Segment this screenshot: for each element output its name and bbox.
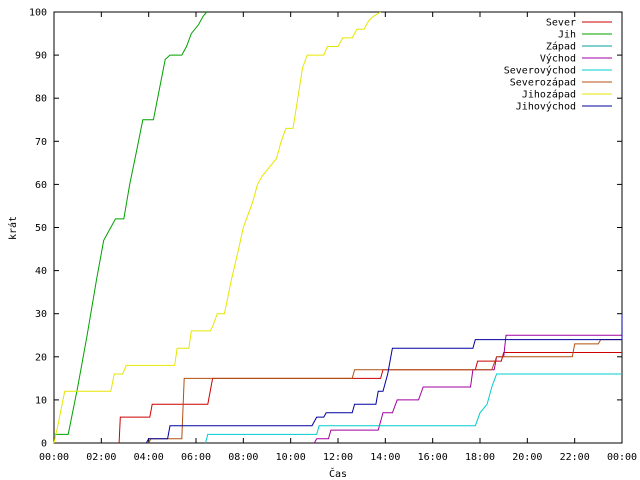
legend: SeverJihZápadVýchodSeverovýchodSeverozáp… <box>504 18 612 113</box>
x-tick-label: 04:00 <box>134 452 164 463</box>
y-tick-label: 90 <box>35 51 47 62</box>
y-tick-label: 30 <box>35 309 47 320</box>
x-tick-label: 18:00 <box>465 452 495 463</box>
x-tick-label: 22:00 <box>560 452 590 463</box>
series-line-vychod <box>313 334 622 444</box>
x-tick-label: 08:00 <box>228 452 258 463</box>
x-tick-label: 02:00 <box>86 452 116 463</box>
y-tick-label: 70 <box>35 137 47 148</box>
y-tick-label: 10 <box>35 395 47 406</box>
legend-label: Jihovýchod <box>516 101 576 113</box>
x-tick-label: 06:00 <box>181 452 211 463</box>
legend-label: Západ <box>546 41 576 53</box>
x-tick-label: 16:00 <box>418 452 448 463</box>
x-axis-label: Čas <box>329 467 347 480</box>
series-line-jihozapad <box>53 11 381 444</box>
series-lines <box>53 11 623 444</box>
legend-label: Jih <box>558 30 576 41</box>
x-tick-label: 12:00 <box>323 452 353 463</box>
legend-label: Severozápad <box>510 77 576 89</box>
series-line-sever <box>118 352 622 444</box>
y-tick-label: 50 <box>35 223 47 234</box>
x-tick-label: 10:00 <box>276 452 306 463</box>
x-tick-label: 00:00 <box>39 452 69 463</box>
y-tick-label: 20 <box>35 352 47 363</box>
x-tick-label: 00:00 <box>607 452 637 463</box>
x-tick-label: 20:00 <box>512 452 542 463</box>
y-tick-label: 40 <box>35 266 47 277</box>
legend-label: Sever <box>546 18 576 29</box>
y-tick-label: 60 <box>35 180 47 191</box>
y-tick-label: 0 <box>41 439 47 450</box>
y-tick-label: 80 <box>35 94 47 105</box>
series-line-jih <box>54 11 208 435</box>
y-axis-label: krát <box>7 216 19 240</box>
x-tick-label: 14:00 <box>370 452 400 463</box>
series-line-severovychod <box>205 373 622 444</box>
y-tick-label: 100 <box>29 8 47 19</box>
y-axis-ticks: 0 10 20 30 40 50 60 70 80 90 100 <box>29 8 622 450</box>
series-line-severozapad <box>148 339 622 444</box>
legend-label: Severovýchod <box>504 65 576 77</box>
series-line-jihovychod <box>145 313 623 444</box>
legend-label: Jihozápad <box>522 89 576 101</box>
x-axis-ticks: 00:00 02:00 04:00 06:00 08:00 10:00 12:00 14:00… <box>39 12 637 463</box>
legend-label: Východ <box>540 53 576 65</box>
